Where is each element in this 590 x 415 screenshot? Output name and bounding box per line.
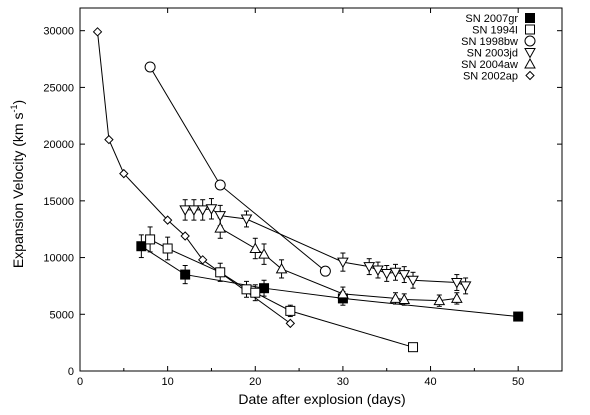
axis-ticks: 0 10 20 30 40 50 0 5000 10000 15000 20000 25000 3000…: [43, 8, 562, 388]
data-point-sn-2003jd: [188, 205, 200, 216]
y-tick-label: 5000: [50, 309, 74, 321]
data-point-sn-2003jd: [363, 262, 376, 273]
data-point-sn-2004aw: [275, 262, 288, 274]
data-point-sn-2003jd: [214, 211, 227, 222]
data-point-sn-2004aw: [433, 294, 446, 306]
data-point-sn-1998bw: [144, 61, 156, 73]
data-point-sn-2003jd: [179, 205, 192, 216]
data-point-sn-2004aw: [398, 293, 411, 305]
legend-label-sn-2002ap: SN 2002ap: [463, 71, 518, 83]
y-tick-label: 10000: [43, 253, 74, 265]
data-point-sn-2002ap: [104, 134, 114, 145]
data-point-sn-2002ap: [92, 27, 103, 37]
data-point-sn-2007gr: [513, 311, 524, 322]
y-tick-label: 20000: [43, 139, 74, 151]
data-point-sn-1994i: [241, 284, 252, 295]
data-point-sn-2002ap: [197, 255, 208, 265]
data-point-sn-2003jd: [372, 265, 384, 277]
data-point-sn-2003jd: [389, 267, 402, 279]
data-point-sn-1994i: [408, 342, 419, 353]
y-tick-label: 30000: [43, 26, 74, 38]
data-point-sn-2003jd: [205, 204, 218, 215]
data-point-sn-1994i: [145, 234, 156, 245]
x-tick-label: 30: [337, 376, 349, 388]
data-point-sn-2004aw: [214, 222, 227, 233]
x-tick-label: 50: [512, 376, 524, 388]
data-point-sn-1994i: [162, 243, 173, 254]
legend-marker-sn-2002ap: [525, 70, 535, 81]
data-point-sn-2004aw: [450, 292, 463, 303]
y-axis-label-tail: ): [10, 100, 26, 105]
data-point-sn-2003jd: [380, 268, 393, 280]
data-point-sn-2007gr: [180, 269, 191, 280]
data-point-sn-2002ap: [162, 215, 173, 225]
legend-label-sn-2003jd: SN 2003jd: [467, 48, 518, 60]
data-point-sn-2007gr: [259, 283, 270, 294]
data-point-sn-2004aw: [337, 287, 349, 299]
y-axis-label: Expansion Velocity (km s-1): [9, 100, 26, 268]
plot-axes: [79, 7, 563, 372]
data-point-sn-1994i: [215, 267, 226, 278]
data-point-sn-2002ap: [285, 318, 296, 329]
legend-marker-sn-1994i: [525, 24, 535, 35]
legend-label-sn-1994i: SN 1994I: [472, 25, 518, 37]
data-point-sn-2004aw: [258, 248, 270, 259]
x-tick-label: 20: [249, 376, 261, 388]
data-point-sn-2003jd: [337, 257, 349, 269]
data-point-sn-2003jd: [196, 205, 209, 216]
y-tick-label: 15000: [43, 196, 74, 208]
data-point-sn-2007gr: [136, 241, 147, 252]
y-tick-label: 0: [68, 366, 74, 378]
legend-marker-sn-2007gr: [525, 13, 535, 23]
x-tick-label: 40: [424, 376, 436, 388]
data-point-sn-2004aw: [249, 242, 262, 253]
x-tick-label: 0: [77, 376, 83, 388]
data-point-sn-2004aw: [389, 292, 402, 303]
y-axis-label-superscript: -1: [9, 105, 19, 113]
data-point-sn-2003jd: [240, 214, 253, 226]
series-markers: [92, 27, 524, 353]
legend-label-sn-2007gr: SN 2007gr: [465, 13, 518, 25]
x-tick-label: 10: [162, 376, 174, 388]
data-point-sn-1994i: [285, 305, 296, 316]
legend-label-sn-1998bw: SN 1998bw: [461, 36, 518, 48]
data-point-sn-1998bw: [214, 179, 226, 191]
y-axis-label-main: Expansion Velocity (km s: [10, 113, 26, 269]
data-point-sn-2002ap: [119, 168, 129, 179]
data-point-sn-1994i: [250, 287, 261, 298]
data-point-sn-2002ap: [180, 231, 190, 241]
data-point-sn-2003jd: [398, 270, 411, 281]
data-point-sn-2003jd: [459, 281, 472, 292]
legend-marker-sn-2003jd: [524, 48, 536, 59]
plot-frame: [79, 7, 563, 372]
x-axis-label: Date after explosion (days): [238, 391, 405, 407]
legend-marker-sn-1998bw: [524, 35, 536, 47]
data-point-sn-1998bw: [319, 265, 331, 277]
legend-label-sn-2004aw: SN 2004aw: [461, 59, 518, 71]
y-tick-label: 25000: [43, 82, 74, 94]
legend-marker-sn-2004aw: [524, 57, 536, 69]
data-point-sn-2003jd: [407, 275, 419, 287]
data-point-sn-2003jd: [450, 278, 463, 289]
